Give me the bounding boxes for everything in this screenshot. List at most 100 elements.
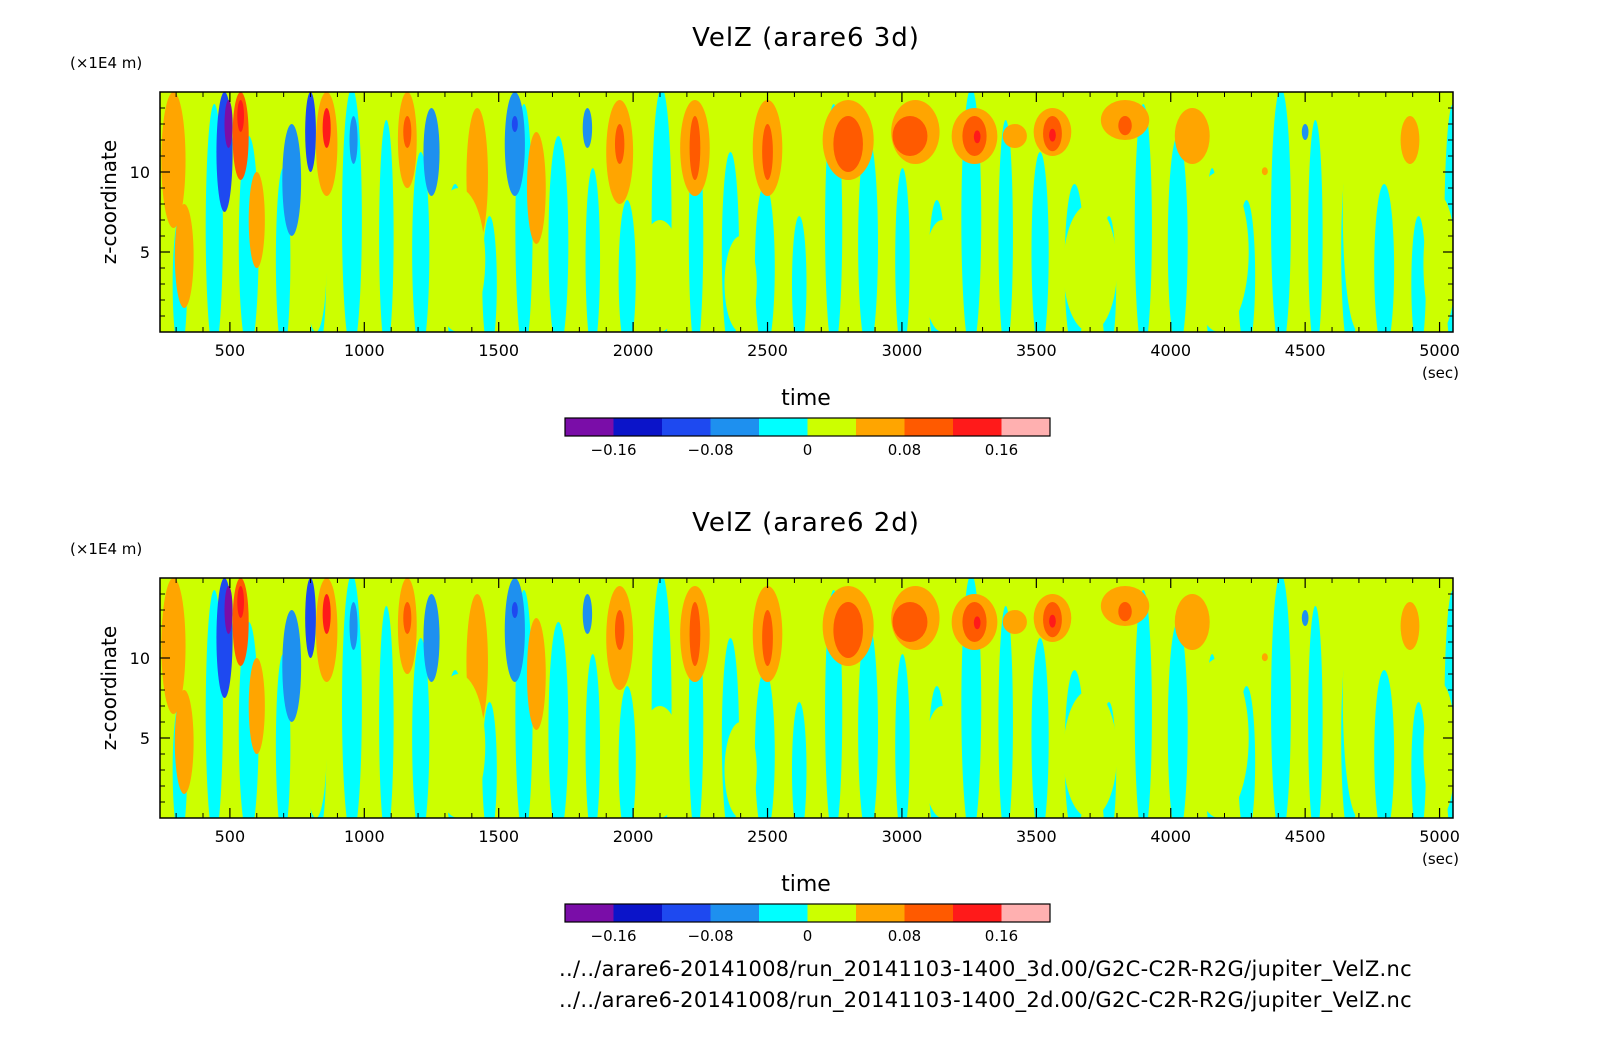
contour-cell-39 <box>1174 108 1210 164</box>
x-tick-label-1: 1000 <box>344 827 385 846</box>
y-unit-label: (×1E4 m) <box>70 54 142 72</box>
contour-cell-41 <box>1301 124 1309 140</box>
contour-cell-42 <box>1400 116 1420 164</box>
contour-cell-29 <box>892 116 928 156</box>
contour-cell-32 <box>973 616 981 630</box>
contour-cell-16 <box>504 92 525 196</box>
contour-cell-10 <box>322 108 331 148</box>
colorbar-tick-label-2: 0 <box>803 441 813 459</box>
contour-cell-0 <box>161 92 186 228</box>
contour-cell-down <box>791 216 807 332</box>
contour-cell-down <box>412 152 430 332</box>
x-tick-label-3: 2000 <box>613 341 654 360</box>
colorbar-swatch-7 <box>904 418 954 436</box>
contour-cell-50 <box>1342 578 1376 818</box>
contour-cell-down <box>895 168 910 332</box>
contour-cell-down <box>585 168 601 332</box>
contour-cell-3 <box>224 586 233 634</box>
contour-cell-7 <box>282 610 302 722</box>
contour-cell-down <box>482 702 497 818</box>
contour-cell-down <box>1031 152 1049 332</box>
contour-cell-down <box>585 654 601 818</box>
contour-cell-36 <box>1049 614 1056 628</box>
contour-cell-27 <box>833 116 863 172</box>
colorbar: −0.16 −0.08 0 0.08 0.16 <box>564 903 1051 945</box>
colorbar-swatch-5 <box>807 904 857 922</box>
contour-cell-16 <box>504 578 525 682</box>
contour-cell-11 <box>349 116 358 164</box>
x-tick-label-2: 1500 <box>478 341 519 360</box>
contour-cell-down <box>1134 104 1152 332</box>
contour-cell-down <box>858 136 879 332</box>
contour-cell-45 <box>638 220 682 332</box>
colorbar-swatch-2 <box>662 418 711 436</box>
x-axis-label: time <box>781 386 831 411</box>
contour-cell-down <box>1308 606 1323 818</box>
colorbar-swatch-7 <box>904 904 954 922</box>
contour-cell-21 <box>614 124 625 164</box>
x-tick-label-0: 500 <box>215 827 246 846</box>
y-tick-label-0: 5 <box>140 243 150 262</box>
x-tick-label-9: 5000 <box>1419 827 1460 846</box>
contour-cell-7 <box>282 124 302 236</box>
colorbar-tick-label-4: 0.16 <box>985 927 1018 945</box>
colorbar-swatch-8 <box>953 904 1002 922</box>
contour-cell-14 <box>423 108 440 196</box>
colorbar-tick-label-1: −0.08 <box>688 927 734 945</box>
x-unit-label: (sec) <box>1422 850 1459 868</box>
contour-cell-1 <box>174 204 194 308</box>
x-tick-label-5: 3000 <box>882 827 923 846</box>
contour-cell-down <box>998 120 1013 332</box>
contour-cell-19 <box>582 594 593 634</box>
contour-cell-23 <box>689 602 701 666</box>
colorbar-tick-label-3: 0.08 <box>888 441 921 459</box>
contour-cell-43 <box>305 188 327 332</box>
contour-cell-48 <box>1063 204 1117 332</box>
contour-cell-46 <box>724 236 757 332</box>
contour-cell-18 <box>526 618 546 730</box>
contour-cell-43 <box>305 674 327 818</box>
contour-cell-40 <box>1261 653 1268 662</box>
contour-cell-down <box>754 184 775 332</box>
contour-field <box>161 92 1453 332</box>
colorbar-tick-label-4: 0.16 <box>985 441 1018 459</box>
contour-cell-17 <box>511 602 518 618</box>
contour-cell-down <box>754 670 775 818</box>
x-tick-label-6: 3500 <box>1016 341 1057 360</box>
contour-cell-51 <box>1423 682 1453 818</box>
contour-cell-27 <box>833 602 863 658</box>
colorbar-swatch-6 <box>856 418 905 436</box>
colorbar-frame <box>564 417 1051 437</box>
x-tick-label-7: 4000 <box>1150 341 1191 360</box>
contour-cell-51 <box>1423 196 1453 332</box>
contour-cell-down <box>1374 184 1395 332</box>
chart-panel-2d: 500 1000 1500 2000 2500 3000 3500 4000 4500 5000 5… <box>70 508 1460 945</box>
contour-cell-1 <box>174 690 194 794</box>
contour-cell-38 <box>1118 602 1132 622</box>
x-tick-label-0: 500 <box>215 341 246 360</box>
contour-cell-10 <box>322 594 331 634</box>
colorbar-tick-label-3: 0.08 <box>888 927 921 945</box>
contour-cell-4 <box>232 92 249 180</box>
y-axis-label: z-coordinate <box>97 140 121 264</box>
contour-cell-38 <box>1118 116 1132 136</box>
contour-cell-13 <box>403 602 412 634</box>
x-tick-label-1: 1000 <box>344 341 385 360</box>
colorbar-tick-label-0: −0.16 <box>591 927 637 945</box>
y-unit-label: (×1E4 m) <box>70 540 142 558</box>
contour-cell-down <box>1167 622 1188 818</box>
x-tick-label-5: 3000 <box>882 341 923 360</box>
contour-cell-down <box>548 622 569 818</box>
file-path-2d: ../../arare6-20141008/run_20141103-1400_… <box>559 988 1412 1012</box>
contour-cell-11 <box>349 602 358 650</box>
file-path-3d: ../../arare6-20141008/run_20141103-1400_… <box>559 957 1412 981</box>
contour-cell-8 <box>305 578 316 658</box>
contour-cell-47 <box>923 220 962 332</box>
contour-cell-46 <box>724 722 757 818</box>
contour-cell-33 <box>1002 124 1027 148</box>
colorbar-swatch-0 <box>565 904 614 922</box>
contour-cell-down <box>998 606 1013 818</box>
contour-cell-41 <box>1301 610 1309 626</box>
contour-cell-5 <box>237 100 245 132</box>
